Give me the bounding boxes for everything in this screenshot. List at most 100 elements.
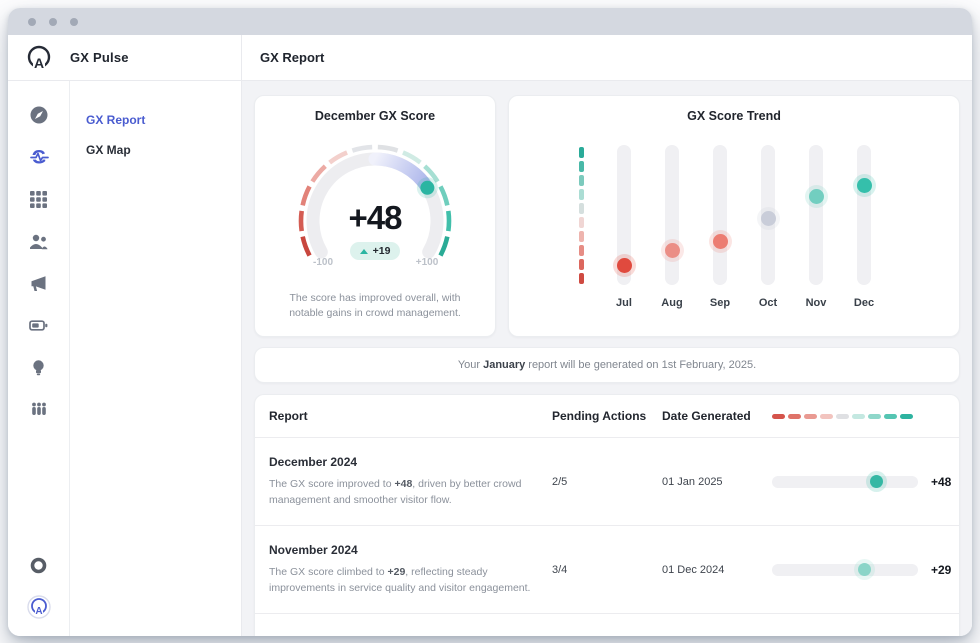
report-month: December 2024 <box>269 454 358 469</box>
gauge-value: +48 <box>348 199 403 236</box>
megaphone-icon[interactable] <box>18 262 60 304</box>
trend-track-sep[interactable] <box>712 145 728 285</box>
scale-segment <box>579 188 584 200</box>
score-color-legend <box>772 413 913 419</box>
gx-pulse-icon[interactable]: G <box>18 136 60 178</box>
users-icon[interactable] <box>18 220 60 262</box>
report-description: The GX score climbed to +29, reflecting … <box>269 565 531 594</box>
trend-month-column: Nov <box>792 145 840 309</box>
notice-highlight: January <box>483 359 526 371</box>
brand-header: A GX Pulse <box>8 35 241 81</box>
pending-actions-value: 3/4 <box>552 563 568 576</box>
score-value: +29 <box>931 562 952 577</box>
trend-month-label: Aug <box>661 297 683 309</box>
legend-segment <box>884 413 897 419</box>
legend-segment <box>900 413 913 419</box>
window-control-dot[interactable] <box>28 17 36 26</box>
window-control-dot[interactable] <box>70 17 78 26</box>
reports-table-card: Report Pending Actions Date Generated De… <box>254 394 960 636</box>
table-row[interactable]: October 2024 <box>255 614 959 636</box>
window-control-dot[interactable] <box>49 17 57 26</box>
gx-score-gauge: +48 +19 -100 +100 <box>275 129 475 279</box>
legend-segment <box>852 413 865 419</box>
trend-dot-nov[interactable] <box>808 189 824 205</box>
delta-value: +19 <box>372 245 391 257</box>
date-generated-value: 01 Dec 2024 <box>662 563 725 576</box>
table-row[interactable]: November 2024 The GX score climbed to +2… <box>255 526 959 614</box>
page-header: GX Report <box>242 35 972 81</box>
scale-segment <box>579 174 584 186</box>
trend-track-nov[interactable] <box>808 145 824 285</box>
report-description: The GX score improved to +48, driven by … <box>269 477 522 506</box>
secondary-sidebar: GX Report GX Map <box>70 81 241 636</box>
trend-month-column: Jul <box>600 145 648 309</box>
trend-dot-sep[interactable] <box>712 233 728 249</box>
svg-text:A: A <box>34 55 44 71</box>
trend-track-oct[interactable] <box>760 145 776 285</box>
svg-text:A: A <box>35 606 42 617</box>
scale-segment <box>579 244 584 256</box>
legend-segment <box>820 413 833 419</box>
brand-a-icon[interactable]: A <box>18 586 60 628</box>
scale-segment <box>579 258 584 270</box>
a-ring-logo-icon: A <box>27 45 51 71</box>
date-generated-value: 01 Jan 2025 <box>662 475 723 488</box>
icon-rail: G <box>8 81 70 636</box>
lightbulb-icon[interactable] <box>18 346 60 388</box>
trend-dot-dec[interactable] <box>856 177 872 193</box>
score-slider-handle[interactable] <box>857 563 871 576</box>
legend-segment <box>788 413 801 419</box>
gauge-max-label: +100 <box>415 257 439 268</box>
trend-month-label: Jul <box>616 297 632 309</box>
gauge-marker-dot <box>420 180 435 195</box>
column-header-date-generated: Date Generated <box>662 409 751 423</box>
gx-score-trend-card: GX Score Trend Jul Aug Sep Oct Nov Dec <box>508 95 960 337</box>
score-value: +48 <box>931 474 952 489</box>
trend-month-column: Dec <box>840 145 888 309</box>
scale-segment <box>579 146 584 158</box>
delta-badge: +19 <box>349 242 401 260</box>
trend-month-column: Aug <box>648 145 696 309</box>
trend-track-dec[interactable] <box>856 145 872 285</box>
trend-month-label: Oct <box>758 297 778 309</box>
left-panel: A GX Pulse G <box>8 35 242 636</box>
trend-dot-aug[interactable] <box>664 243 680 259</box>
score-description: The score has improved overall, with not… <box>289 292 461 320</box>
trend-track-aug[interactable] <box>664 145 680 285</box>
score-slider[interactable] <box>772 563 918 576</box>
pending-actions-value: 2/5 <box>552 475 568 488</box>
trend-month-label: Dec <box>853 297 875 309</box>
trend-month-label: Nov <box>805 297 827 309</box>
legend-segment <box>868 413 881 419</box>
column-header-report: Report <box>269 409 308 423</box>
explore-icon[interactable] <box>18 94 60 136</box>
notice-suffix: report will be generated on 1st February… <box>528 359 757 371</box>
queue-icon[interactable] <box>18 388 60 430</box>
table-row[interactable]: December 2024 The GX score improved to +… <box>255 438 959 526</box>
table-header-row: Report Pending Actions Date Generated <box>255 395 959 438</box>
score-slider-handle[interactable] <box>870 475 884 488</box>
score-card-title: December GX Score <box>314 109 436 123</box>
trend-track-jul[interactable] <box>616 145 632 285</box>
gauge-min-label: -100 <box>312 257 333 268</box>
trend-month-column: Oct <box>744 145 792 309</box>
page-title: GX Report <box>260 50 325 65</box>
trend-sliders: Jul Aug Sep Oct Nov Dec <box>600 145 888 309</box>
sidebar-item-gx-report[interactable]: GX Report <box>86 113 146 127</box>
battery-icon[interactable] <box>18 304 60 346</box>
december-gx-score-card: December GX Score <box>254 95 496 337</box>
ring-icon[interactable] <box>18 544 60 586</box>
trend-color-scale <box>579 145 584 285</box>
window-titlebar[interactable] <box>8 8 972 35</box>
trend-dot-jul[interactable] <box>616 257 632 273</box>
trend-month-column: Sep <box>696 145 744 309</box>
scale-segment <box>579 160 584 172</box>
sidebar-item-gx-map[interactable]: GX Map <box>86 143 131 157</box>
score-slider[interactable] <box>772 475 918 488</box>
grid-icon[interactable] <box>18 178 60 220</box>
trend-card-title: GX Score Trend <box>687 109 781 123</box>
notice-prefix: Your <box>457 359 481 371</box>
legend-segment <box>836 413 849 419</box>
trend-dot-oct[interactable] <box>760 210 776 226</box>
trend-month-label: Sep <box>709 297 731 309</box>
